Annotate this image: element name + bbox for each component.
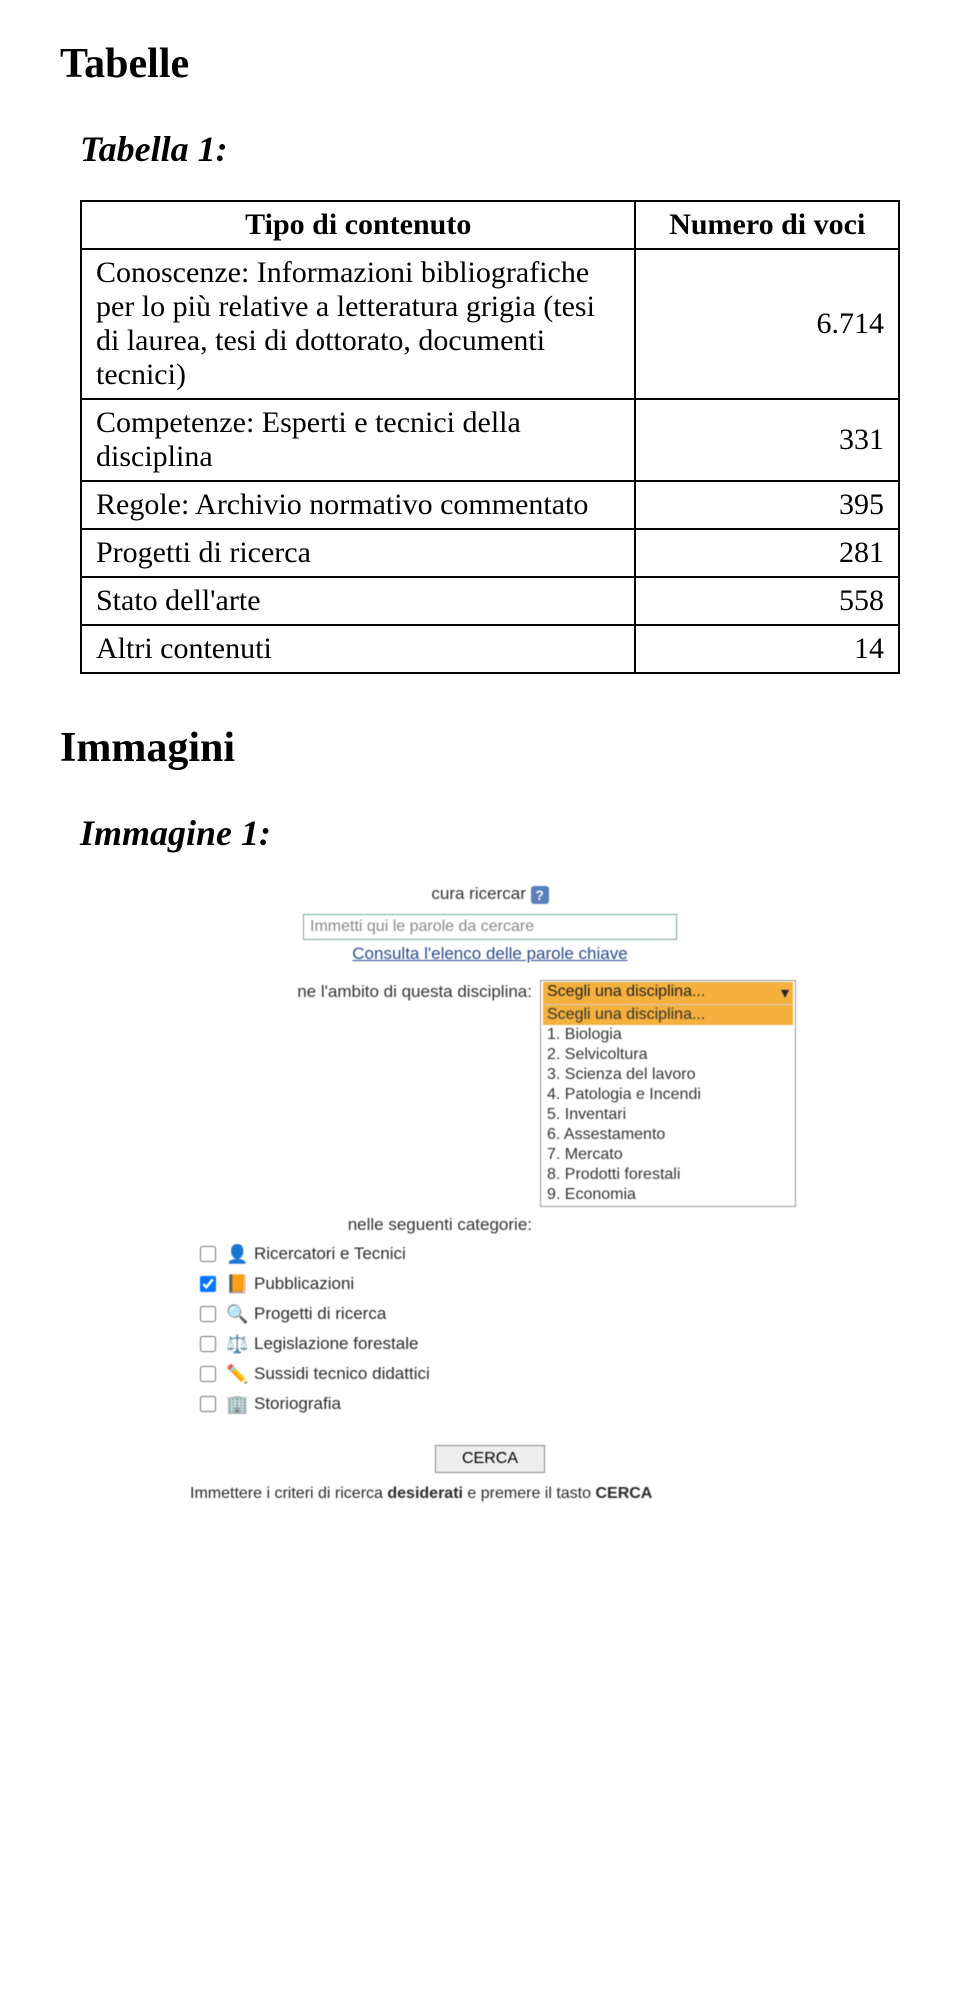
category-label: Pubblicazioni xyxy=(254,1274,354,1294)
dropdown-option[interactable]: 9. Economia xyxy=(543,1185,793,1205)
table-cell-label: Altri contenuti xyxy=(81,625,635,673)
help-icon[interactable]: ? xyxy=(531,886,549,904)
table-header-numero: Numero di voci xyxy=(635,201,899,249)
content-table: Tipo di contenuto Numero di voci Conosce… xyxy=(80,200,900,674)
section-immagini: Immagini xyxy=(60,724,900,772)
dropdown-option[interactable]: 2. Selvicoltura xyxy=(543,1045,793,1065)
category-row: 🔍 Progetti di ricerca xyxy=(196,1303,790,1325)
category-icon: 🔍 xyxy=(226,1304,248,1325)
dropdown-option[interactable]: 8. Prodotti forestali xyxy=(543,1165,793,1185)
scope-label: ne l'ambito di questa disciplina: xyxy=(190,980,540,1002)
table-cell-label: Regole: Archivio normativo commentato xyxy=(81,481,635,529)
category-label: Ricercatori e Tecnici xyxy=(254,1244,406,1264)
category-icon: ⚖️ xyxy=(226,1334,248,1355)
section-tabelle: Tabelle xyxy=(60,40,900,88)
table-cell-label: Competenze: Esperti e tecnici della disc… xyxy=(81,399,635,481)
table-cell-label: Stato dell'arte xyxy=(81,577,635,625)
dropdown-option[interactable]: Scegli una disciplina... xyxy=(543,1005,793,1025)
top-label: cura ricercar xyxy=(431,884,525,903)
embedded-search-ui: cura ricercar ? Consulta l'elenco delle … xyxy=(190,884,790,1503)
category-checkbox[interactable] xyxy=(200,1276,216,1292)
table-cell-value: 331 xyxy=(635,399,899,481)
category-checkbox[interactable] xyxy=(200,1396,216,1412)
subsection-tabella1: Tabella 1: xyxy=(80,128,900,170)
category-row: 📙 Pubblicazioni xyxy=(196,1273,790,1295)
category-checkbox[interactable] xyxy=(200,1246,216,1262)
category-checkbox[interactable] xyxy=(200,1366,216,1382)
discipline-dropdown[interactable]: Scegli una disciplina... ▾ Scegli una di… xyxy=(540,980,796,1207)
table-cell-value: 6.714 xyxy=(635,249,899,399)
dropdown-selected: Scegli una disciplina... xyxy=(547,983,705,1003)
table-cell-label: Progetti di ricerca xyxy=(81,529,635,577)
dropdown-list: Scegli una disciplina... 1. Biologia 2. … xyxy=(543,1004,793,1205)
table-cell-label: Conoscenze: Informazioni bibliografiche … xyxy=(81,249,635,399)
table-cell-value: 14 xyxy=(635,625,899,673)
category-label: Storiografia xyxy=(254,1394,341,1414)
table-cell-value: 558 xyxy=(635,577,899,625)
table-row: Conoscenze: Informazioni bibliografiche … xyxy=(81,249,899,399)
category-icon: 📙 xyxy=(226,1274,248,1295)
category-icon: ✏️ xyxy=(226,1364,248,1385)
category-checkbox[interactable] xyxy=(200,1336,216,1352)
dropdown-option[interactable]: 6. Assestamento xyxy=(543,1125,793,1145)
subsection-immagine1: Immagine 1: xyxy=(80,812,900,854)
dropdown-option[interactable]: 4. Patologia e Incendi xyxy=(543,1085,793,1105)
table-row: Regole: Archivio normativo commentato 39… xyxy=(81,481,899,529)
table-row: Altri contenuti 14 xyxy=(81,625,899,673)
category-checkbox[interactable] xyxy=(200,1306,216,1322)
table-cell-value: 395 xyxy=(635,481,899,529)
category-icon: 🏢 xyxy=(226,1394,248,1415)
category-label: Progetti di ricerca xyxy=(254,1304,386,1324)
table-cell-value: 281 xyxy=(635,529,899,577)
table-row: Competenze: Esperti e tecnici della disc… xyxy=(81,399,899,481)
category-row: 🏢 Storiografia xyxy=(196,1393,790,1415)
search-button[interactable]: CERCA xyxy=(435,1445,545,1473)
search-input[interactable] xyxy=(303,914,677,940)
dropdown-option[interactable]: 5. Inventari xyxy=(543,1105,793,1125)
category-row: 👤 Ricercatori e Tecnici xyxy=(196,1243,790,1265)
dropdown-option[interactable]: 7. Mercato xyxy=(543,1145,793,1165)
category-icon: 👤 xyxy=(226,1244,248,1265)
dropdown-option[interactable]: 1. Biologia xyxy=(543,1025,793,1045)
table-row: Stato dell'arte 558 xyxy=(81,577,899,625)
table-header-tipo: Tipo di contenuto xyxy=(81,201,635,249)
chevron-down-icon: ▾ xyxy=(781,983,789,1003)
footer-hint: Immettere i criteri di ricerca desiderat… xyxy=(190,1485,790,1503)
table-row: Progetti di ricerca 281 xyxy=(81,529,899,577)
categories-label: nelle seguenti categorie: xyxy=(190,1213,540,1235)
category-label: Legislazione forestale xyxy=(254,1334,418,1354)
category-row: ⚖️ Legislazione forestale xyxy=(196,1333,790,1355)
dropdown-option[interactable]: 3. Scienza del lavoro xyxy=(543,1065,793,1085)
consult-link[interactable]: Consulta l'elenco delle parole chiave xyxy=(352,944,627,964)
category-label: Sussidi tecnico didattici xyxy=(254,1364,430,1384)
category-row: ✏️ Sussidi tecnico didattici xyxy=(196,1363,790,1385)
